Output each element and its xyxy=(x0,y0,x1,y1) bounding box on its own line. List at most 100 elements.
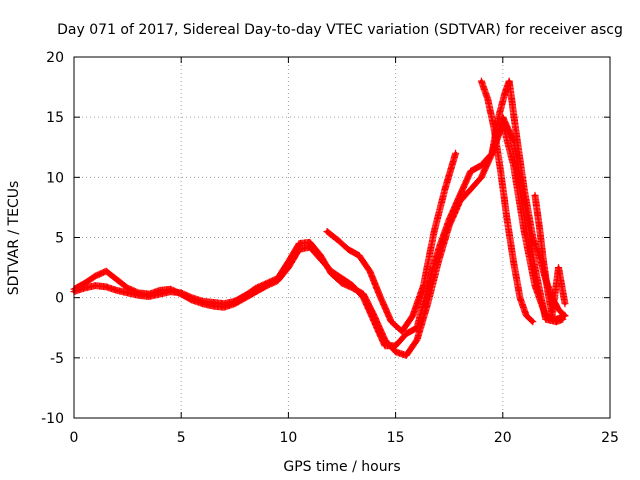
data-point xyxy=(415,338,419,342)
data-point xyxy=(115,278,119,282)
data-point xyxy=(361,296,366,300)
data-point xyxy=(522,187,526,191)
y-axis-label: SDTVAR / TECUs xyxy=(6,181,22,296)
y-tick-label: 5 xyxy=(55,231,64,247)
data-point xyxy=(458,193,462,197)
data-point xyxy=(533,284,537,288)
data-point xyxy=(511,259,516,264)
data-point xyxy=(243,296,248,300)
data-point xyxy=(533,193,537,197)
data-point xyxy=(394,344,398,348)
data-point xyxy=(524,314,528,318)
data-point xyxy=(432,229,436,234)
data-point xyxy=(541,259,546,264)
y-tick-label: 0 xyxy=(55,291,64,307)
data-point xyxy=(563,314,567,318)
data-point xyxy=(426,302,430,306)
data-point xyxy=(93,274,98,278)
data-point xyxy=(411,314,415,318)
data-point xyxy=(479,163,483,167)
data-point xyxy=(158,288,162,293)
data-point xyxy=(404,332,408,336)
data-point xyxy=(531,235,535,240)
y-tick-label: 10 xyxy=(46,170,64,186)
data-point xyxy=(436,247,441,252)
data-point xyxy=(297,241,301,246)
marker-trace xyxy=(70,119,569,350)
data-point xyxy=(550,314,554,318)
data-point xyxy=(544,314,548,318)
x-tick-label: 0 xyxy=(70,430,79,446)
series-track-c xyxy=(323,149,460,335)
data-point xyxy=(351,284,355,288)
x-tick-label: 10 xyxy=(279,430,297,446)
data-point xyxy=(136,291,140,295)
x-tick-label: 5 xyxy=(177,430,186,446)
data-point xyxy=(318,257,323,261)
data-point xyxy=(372,320,376,324)
data-point xyxy=(276,279,280,283)
data-point xyxy=(93,284,98,288)
data-point xyxy=(486,97,490,101)
data-point xyxy=(378,296,383,300)
data-point xyxy=(126,286,130,290)
data-point xyxy=(518,296,522,300)
data-point xyxy=(563,302,567,306)
data-point xyxy=(308,240,312,244)
data-point xyxy=(340,276,344,281)
tick-labels: 0 5 10 15 20 25 -10 -5 0 5 10 15 20 xyxy=(41,50,619,446)
data-point xyxy=(404,353,408,358)
data-points xyxy=(70,77,569,359)
y-tick-label: -5 xyxy=(50,351,64,367)
data-point xyxy=(368,269,372,273)
data-point xyxy=(222,305,226,309)
data-point xyxy=(556,308,561,312)
data-point xyxy=(286,265,290,270)
data-point xyxy=(537,223,541,228)
data-point xyxy=(104,269,108,273)
data-point xyxy=(415,326,419,330)
x-tick-label: 15 xyxy=(387,430,405,446)
data-point xyxy=(507,79,511,83)
data-point xyxy=(490,151,494,155)
x-tick-label: 25 xyxy=(601,430,619,446)
x-tick-label: 20 xyxy=(494,430,512,446)
data-point xyxy=(469,187,473,191)
data-point xyxy=(336,238,340,242)
y-tick-label: 15 xyxy=(46,110,64,126)
data-point xyxy=(522,229,526,234)
series-track-b xyxy=(70,119,569,350)
data-point xyxy=(389,320,393,324)
data-point xyxy=(454,151,458,155)
data-point xyxy=(265,284,269,288)
data-point xyxy=(496,115,501,119)
y-tick-label: -10 xyxy=(41,411,64,427)
data-point xyxy=(503,91,507,95)
data-point xyxy=(556,265,561,270)
data-point xyxy=(546,290,550,294)
data-point xyxy=(479,175,483,179)
data-point xyxy=(394,350,398,354)
chart-title: Day 071 of 2017, Sidereal Day-to-day VTE… xyxy=(57,22,623,38)
data-point xyxy=(505,217,509,222)
data-point xyxy=(297,247,301,252)
data-point xyxy=(421,284,426,288)
data-point xyxy=(554,317,559,321)
y-tick-label: 20 xyxy=(46,50,64,66)
data-point xyxy=(447,217,451,222)
data-point xyxy=(115,288,119,293)
data-point xyxy=(479,79,483,83)
data-point xyxy=(501,121,505,125)
data-point xyxy=(168,287,173,291)
data-point xyxy=(308,245,312,249)
data-point xyxy=(211,304,215,308)
data-point xyxy=(426,284,430,288)
data-point xyxy=(514,127,518,131)
data-point xyxy=(443,187,447,191)
data-point xyxy=(357,253,361,258)
data-point xyxy=(104,285,108,289)
data-point xyxy=(325,229,329,234)
data-point xyxy=(233,302,237,306)
plot-frame xyxy=(73,56,611,419)
